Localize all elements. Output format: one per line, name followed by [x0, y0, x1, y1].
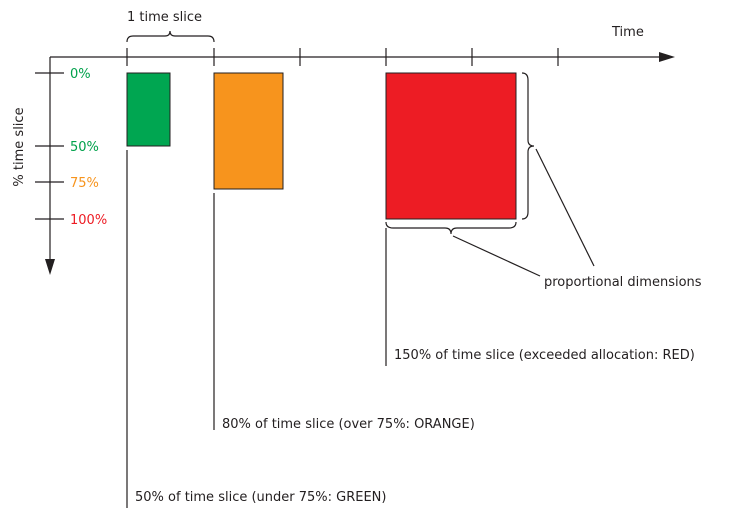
proportional-dimensions-label: proportional dimensions: [544, 275, 702, 290]
percent-tick-label: 50%: [70, 140, 99, 155]
percent-axis-arrowhead: [45, 259, 55, 275]
time-axis-label: Time: [611, 25, 644, 40]
percent-tick-label: 0%: [70, 67, 91, 82]
proportional-leader-vertical-brace: [535, 148, 595, 267]
red-note: 150% of time slice (exceeded allocation:…: [394, 348, 695, 363]
percent-axis-label: % time slice: [12, 107, 27, 186]
percent-tick-label: 75%: [70, 176, 99, 191]
red-usage-box: [385, 72, 517, 220]
slice-brace-label: 1 time slice: [127, 10, 202, 25]
time-axis-arrowhead: [659, 52, 675, 62]
green-usage-box: [126, 72, 171, 147]
slice-brace: [126, 30, 215, 43]
proportional-leader-horizontal-brace: [452, 235, 541, 277]
green-note: 50% of time slice (under 75%: GREEN): [135, 490, 386, 505]
percent-tick-label: 100%: [70, 213, 107, 228]
red-box-width-brace: [385, 221, 517, 235]
orange-note: 80% of time slice (over 75%: ORANGE): [222, 417, 475, 432]
orange-usage-box: [213, 72, 284, 190]
red-box-height-brace: [521, 72, 535, 220]
